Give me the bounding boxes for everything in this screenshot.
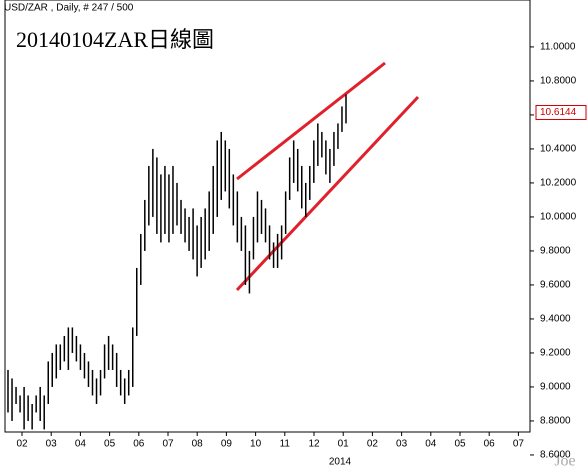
y-tick-label: 8.6000	[540, 450, 571, 461]
x-tick-label: 07	[162, 439, 174, 450]
last-value-box	[535, 104, 587, 120]
x-group-label: 2014	[329, 457, 352, 468]
watermark: Joe	[554, 453, 575, 470]
plot-frame	[4, 0, 531, 433]
x-tick-label: 03	[46, 439, 58, 450]
trend-line	[236, 61, 386, 181]
y-tick-label: 10.0000	[540, 212, 577, 223]
x-tick-label: 06	[484, 439, 496, 450]
x-tick-label: 02	[367, 439, 379, 450]
x-tick-label: 08	[192, 439, 204, 450]
chart-title: USD/ZAR , Daily, # 247 / 500	[4, 3, 134, 14]
y-tick-label: 10.4000	[540, 144, 577, 155]
y-tick-label: 9.2000	[540, 348, 571, 359]
x-tick-label: 07	[513, 439, 525, 450]
y-tick-label: 9.6000	[540, 280, 571, 291]
y-tick-label: 11.0000	[540, 42, 576, 53]
y-tick-label: 9.4000	[540, 314, 571, 325]
x-tick-label: 03	[396, 439, 408, 450]
y-tick-label: 10.2000	[540, 178, 577, 189]
y-tick-label: 9.8000	[540, 246, 571, 257]
y-tick-label: 9.0000	[540, 382, 571, 393]
trend-line	[235, 95, 420, 292]
x-tick-label: 10	[250, 439, 262, 450]
y-tick-label: 10.8000	[540, 76, 577, 87]
x-tick-label: 04	[75, 439, 87, 450]
x-tick-label: 12	[308, 439, 320, 450]
x-tick-label: 09	[221, 439, 233, 450]
x-tick-label: 05	[454, 439, 466, 450]
x-tick-label: 06	[133, 439, 145, 450]
x-tick-label: 02	[16, 439, 28, 450]
last-value-label: 10.6144	[540, 107, 577, 118]
x-tick-label: 04	[425, 439, 437, 450]
chart-subtitle: 20140104ZAR日線圖	[16, 27, 214, 52]
x-tick-label: 05	[104, 439, 116, 450]
y-tick-label: 8.8000	[540, 416, 571, 427]
x-tick-label: 01	[338, 439, 350, 450]
x-tick-label: 11	[280, 439, 291, 450]
